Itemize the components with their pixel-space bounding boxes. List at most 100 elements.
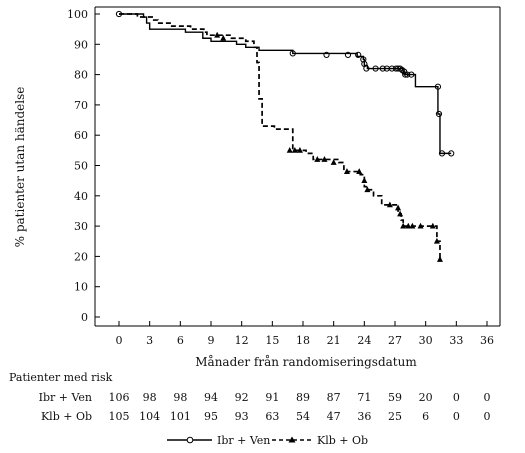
censor-marker-klb-ob (386, 201, 393, 208)
y-axis-label: % patienter utan händelse (13, 87, 27, 248)
censor-marker-ibr-ven (289, 50, 296, 57)
at-risk-value: 47 (327, 410, 341, 423)
censor-marker-ibr-ven (448, 150, 455, 157)
censor-marker-klb-ob (361, 177, 368, 184)
censor-marker-klb-ob (409, 222, 416, 229)
censor-marker-klb-ob (395, 204, 402, 211)
x-tick-label: 15 (265, 334, 279, 347)
legend-marker-circle (186, 436, 194, 444)
censor-marker-klb-ob (397, 210, 404, 217)
at-risk-value: 101 (170, 410, 191, 423)
censor-marker-klb-ob (405, 222, 412, 229)
at-risk-title: Patienter med risk (9, 371, 113, 384)
censor-marker-klb-ob (314, 156, 321, 162)
censor-marker-ibr-ven (394, 65, 402, 72)
legend-label-klb-ob: Klb + Ob (317, 434, 368, 447)
censor-marker-ibr-ven (355, 51, 362, 59)
censor-marker-klb-ob (330, 159, 337, 165)
x-tick-label: 0 (116, 334, 123, 347)
x-tick-label: 33 (449, 334, 463, 347)
censor-marker-ibr-ven (363, 65, 370, 72)
at-risk-value: 63 (265, 410, 279, 423)
at-risk-value: 0 (484, 410, 491, 423)
at-risk-value: 92 (235, 391, 249, 404)
at-risk-value: 93 (235, 410, 249, 423)
at-risk-value: 0 (484, 391, 491, 404)
censor-marker-ibr-ven (434, 83, 442, 90)
y-tick-label: 30 (74, 220, 88, 233)
y-tick-label: 70 (74, 99, 88, 112)
x-tick-label: 3 (146, 334, 153, 347)
censor-marker-ibr-ven (392, 65, 400, 72)
censor-marker-ibr-ven (435, 110, 443, 118)
at-risk-row-label-ibr-ven: Ibr + Ven (39, 391, 92, 404)
y-tick-label: 90 (74, 38, 88, 51)
at-risk-value: 87 (327, 391, 341, 404)
y-tick-label: 60 (74, 129, 88, 142)
censor-marker-ibr-ven (408, 71, 415, 78)
y-tick-label: 10 (74, 281, 88, 294)
x-tick-label: 9 (208, 334, 215, 347)
censor-marker-klb-ob (220, 34, 227, 41)
y-tick-label: 40 (74, 190, 88, 203)
censor-marker-ibr-ven (379, 65, 386, 72)
legend: Ibr + Ven Klb + Ob (167, 434, 368, 447)
censor-marker-ibr-ven (323, 51, 330, 59)
censor-marker-klb-ob (433, 237, 440, 244)
plot-frame (94, 6, 501, 327)
y-axis-ticks: 0 10 20 30 40 50 60 70 80 90 100 (67, 8, 100, 324)
legend-label-ibr-ven: Ibr + Ven (217, 434, 270, 447)
x-tick-label: 24 (357, 334, 371, 347)
at-risk-value: 0 (453, 391, 460, 404)
at-risk-value: 54 (296, 410, 310, 423)
censor-marker-klb-ob (436, 256, 443, 262)
x-tick-label: 30 (419, 334, 433, 347)
y-tick-label: 20 (74, 250, 88, 263)
censor-marker-klb-ob (286, 146, 293, 153)
at-risk-value: 20 (419, 391, 433, 404)
censor-marker-klb-ob (429, 222, 436, 229)
at-risk-row-label-klb-ob: Klb + Ob (41, 410, 92, 423)
series-line-ibr-ven (119, 13, 452, 155)
series-layer (115, 10, 455, 262)
censor-marker-klb-ob (400, 222, 407, 229)
y-tick-label: 100 (67, 8, 88, 21)
censor-marker-ibr-ven (402, 71, 409, 78)
at-risk-value: 25 (388, 410, 402, 423)
at-risk-value: 98 (143, 391, 157, 404)
at-risk-value: 104 (139, 410, 160, 423)
x-tick-label: 21 (327, 334, 341, 347)
at-risk-value: 106 (109, 391, 130, 404)
at-risk-value: 94 (204, 391, 218, 404)
at-risk-value: 89 (296, 391, 310, 404)
at-risk-value: 71 (357, 391, 371, 404)
at-risk-value: 36 (357, 410, 371, 423)
censor-marker-ibr-ven (372, 65, 379, 72)
at-risk-value: 91 (265, 391, 279, 404)
censor-marker-ibr-ven (344, 51, 352, 59)
x-tick-label: 12 (235, 334, 249, 347)
censor-marker-klb-ob (214, 31, 221, 38)
censor-marker-klb-ob (291, 146, 298, 153)
censor-marker-klb-ob (321, 156, 328, 162)
censor-marker-ibr-ven (388, 65, 396, 72)
censor-marker-klb-ob (296, 146, 303, 153)
x-tick-label: 36 (480, 334, 494, 347)
at-risk-value: 0 (453, 410, 460, 423)
censor-marker-klb-ob (356, 168, 363, 174)
x-axis-ticks: 0 3 6 9 12 15 18 21 24 27 30 33 36 (116, 321, 494, 347)
y-tick-label: 0 (81, 311, 88, 324)
series-line-klb-ob (119, 13, 441, 260)
at-risk-value: 6 (422, 410, 429, 423)
at-risk-value: 98 (173, 391, 187, 404)
at-risk-value: 95 (204, 410, 218, 423)
at-risk-value: 105 (109, 410, 130, 423)
legend-marker-triangle (288, 436, 296, 443)
x-tick-label: 18 (296, 334, 310, 347)
censor-marker-klb-ob (364, 186, 371, 193)
censor-marker-klb-ob (343, 168, 350, 174)
censor-marker-ibr-ven (438, 150, 446, 157)
x-axis-label: Månader från randomiseringsdatum (195, 354, 417, 369)
